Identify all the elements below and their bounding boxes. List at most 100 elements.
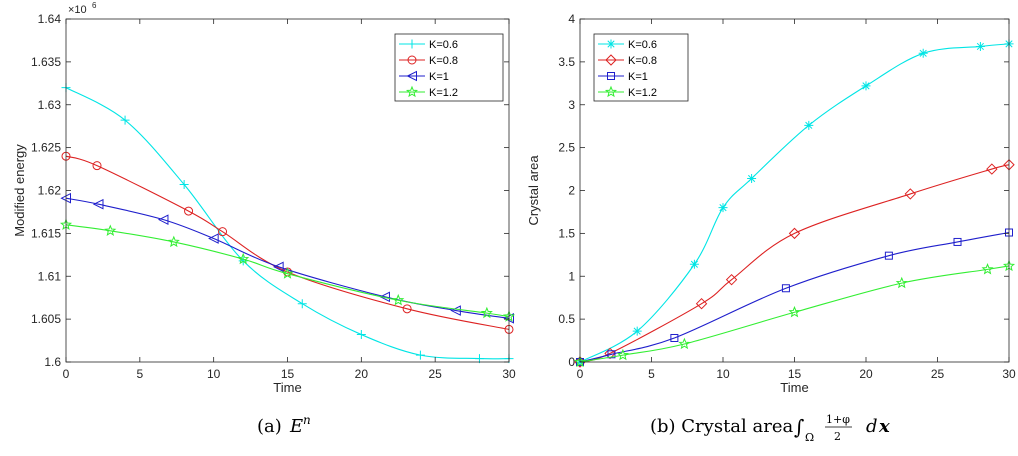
x-tick-label: 25	[931, 367, 945, 381]
legend-swatch-marker	[607, 72, 615, 80]
data-point	[678, 337, 691, 350]
data-point	[804, 120, 814, 130]
data-point	[167, 235, 180, 248]
data-point	[281, 267, 294, 279]
data-point	[120, 115, 130, 125]
data-point	[747, 173, 757, 183]
series-line	[65, 155, 510, 330]
series-line	[65, 197, 510, 319]
data-point	[474, 354, 484, 364]
data-point	[788, 227, 801, 240]
series-k-0-8	[574, 159, 1015, 368]
y-tick-label: 1.615	[31, 226, 61, 240]
legend-item: K=0.8	[399, 55, 458, 67]
caption-a-superscript: n	[303, 413, 311, 427]
series-line	[65, 224, 510, 318]
legend-swatch-marker	[605, 54, 617, 66]
data-point	[904, 188, 917, 200]
y-tick-label: 1.635	[31, 55, 61, 69]
data-point	[981, 263, 994, 275]
data-point	[480, 306, 493, 319]
legend: K=0.6 K=0.8 K=1 K=1.2	[394, 33, 504, 102]
legend-label: K=1.2	[429, 87, 458, 99]
y-tick-label: 1	[568, 269, 575, 283]
data-point	[861, 81, 871, 91]
legend-item: K=0.8	[598, 54, 657, 67]
caption-a: (a) E n	[257, 413, 311, 437]
data-point	[208, 233, 219, 244]
data-point	[415, 350, 425, 360]
data-point	[781, 284, 790, 293]
data-point	[273, 261, 284, 273]
legend-item: K=0.6	[399, 39, 458, 51]
legend-swatch-marker	[606, 39, 616, 49]
x-tick-label: 5	[136, 367, 143, 381]
x-tick-label: 15	[281, 367, 295, 381]
chart-crystal-area: 0 5 10 15 20 25 30 0 0.5 1 1.5 2 2.5 3 3.5 4 Time Crystal…	[526, 12, 1016, 395]
y-tick-label: 1.6	[44, 355, 61, 369]
y-axis-label: Crystal area	[526, 155, 541, 226]
caption-b-fraction-numerator: 1+φ	[826, 413, 850, 426]
data-point	[218, 227, 228, 237]
x-tick-label: 0	[577, 367, 584, 381]
x-axis-label: Time	[780, 380, 808, 395]
x-tick-label: 10	[716, 367, 730, 381]
x-tick-label: 20	[859, 367, 873, 381]
series-k-0-6	[575, 39, 1014, 367]
data-point	[718, 203, 728, 213]
legend: K=0.6 K=0.8 K=1 K=1.2	[593, 33, 689, 102]
legend-item: K=1.2	[399, 85, 458, 99]
data-point	[402, 304, 412, 314]
x-tick-label: 5	[648, 367, 655, 381]
series-line	[579, 43, 1010, 363]
chart-modified-energy: 0 5 10 15 20 25 30 1.6 1.605 1.61 1.615 1.62 1.625 1.…	[12, 1, 516, 395]
y-tick-label: 4	[568, 12, 575, 26]
legend-label: K=1.2	[628, 87, 657, 99]
caption-b: (b) Crystal area ∫ Ω 1+φ 2 d x	[650, 413, 890, 444]
data-point	[986, 163, 998, 175]
y-tick-label: 1.64	[38, 12, 62, 26]
series-k-0-6	[61, 83, 514, 364]
series-k-0-8	[61, 151, 514, 334]
x-tick-label: 0	[63, 367, 70, 381]
legend-label: K=1	[429, 71, 449, 83]
series-k-1-2	[573, 259, 1016, 368]
caption-b-fraction-denominator: 2	[834, 430, 841, 443]
data-point	[379, 291, 390, 303]
data-point	[92, 161, 102, 171]
data-point	[450, 305, 461, 316]
caption-b-variable: x	[878, 416, 890, 437]
legend-swatch-marker	[407, 55, 417, 65]
y-tick-label: 2	[568, 184, 575, 198]
data-point	[632, 326, 642, 336]
legend-label: K=0.6	[628, 39, 657, 51]
data-point	[356, 330, 366, 340]
series-line	[579, 231, 1010, 363]
y-tick-label: 1.625	[31, 141, 61, 155]
caption-b-label: (b) Crystal area	[650, 416, 794, 437]
y-axis-exponent-label: ×10	[68, 4, 87, 16]
data-point	[884, 251, 893, 260]
data-point	[689, 259, 699, 269]
x-tick-label: 20	[355, 367, 369, 381]
y-tick-label: 2.5	[558, 141, 575, 155]
y-tick-label: 1.5	[558, 226, 575, 240]
series-k-1	[60, 192, 514, 324]
legend-item: K=0.6	[598, 39, 657, 51]
data-point	[92, 198, 104, 210]
x-axis-label: Time	[273, 380, 301, 395]
data-point	[975, 41, 985, 51]
caption-a-math: E	[289, 416, 303, 437]
series-line	[579, 164, 1010, 363]
data-point	[604, 347, 616, 360]
caption-a-label: (a)	[257, 416, 282, 437]
data-point	[695, 297, 708, 310]
x-tick-label: 25	[428, 367, 442, 381]
legend-swatch-marker	[406, 70, 417, 82]
data-point	[607, 350, 616, 359]
data-point	[725, 273, 738, 286]
legend-label: K=1	[628, 71, 648, 83]
caption-b-integral-domain: Ω	[805, 431, 814, 444]
series-k-1	[576, 228, 1013, 366]
series-line	[65, 87, 510, 360]
